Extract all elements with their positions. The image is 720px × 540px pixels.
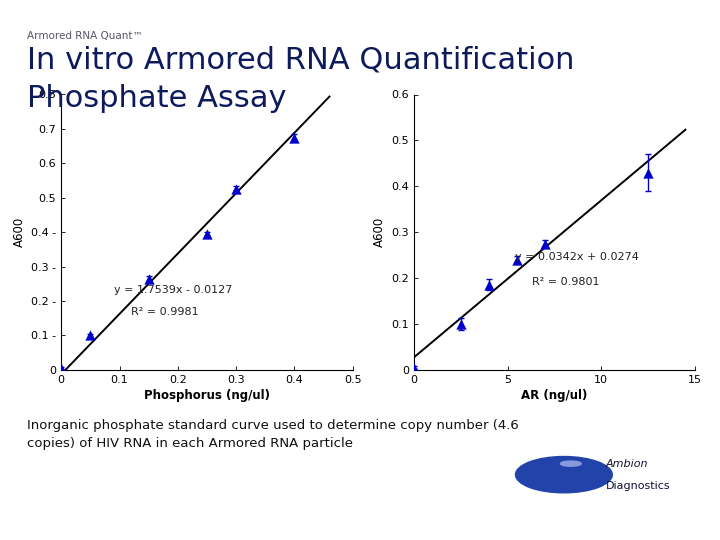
- Text: y = 0.0342x + 0.0274: y = 0.0342x + 0.0274: [515, 252, 639, 262]
- Text: y = 1.7539x - 0.0127: y = 1.7539x - 0.0127: [114, 285, 232, 295]
- Point: [202, 230, 213, 238]
- Text: Inorganic phosphate standard curve used to determine copy number (4.6
copies) of: Inorganic phosphate standard curve used …: [27, 418, 519, 449]
- Point: [511, 255, 523, 264]
- Text: R² = 0.9801: R² = 0.9801: [532, 276, 600, 287]
- Point: [539, 239, 551, 248]
- Point: [455, 320, 467, 328]
- Text: R² = 0.9981: R² = 0.9981: [131, 307, 199, 317]
- Y-axis label: A600: A600: [12, 217, 25, 247]
- Y-axis label: A600: A600: [373, 217, 386, 247]
- Text: Phosphate Assay: Phosphate Assay: [27, 84, 287, 113]
- Circle shape: [516, 456, 612, 493]
- Text: Diagnostics: Diagnostics: [606, 481, 670, 491]
- Point: [55, 364, 67, 373]
- Text: Ambion: Ambion: [606, 458, 648, 469]
- Text: Armored RNA Quant™: Armored RNA Quant™: [27, 31, 143, 42]
- Point: [642, 168, 654, 177]
- Text: In vitro Armored RNA Quantification: In vitro Armored RNA Quantification: [27, 46, 575, 75]
- Ellipse shape: [560, 461, 581, 466]
- Point: [483, 281, 495, 289]
- Point: [289, 133, 300, 142]
- Point: [230, 185, 242, 193]
- Point: [408, 363, 420, 372]
- Point: [143, 274, 155, 283]
- X-axis label: Phosphorus (ng/ul): Phosphorus (ng/ul): [144, 389, 270, 402]
- Point: [85, 331, 96, 340]
- X-axis label: AR (ng/ul): AR (ng/ul): [521, 389, 588, 402]
